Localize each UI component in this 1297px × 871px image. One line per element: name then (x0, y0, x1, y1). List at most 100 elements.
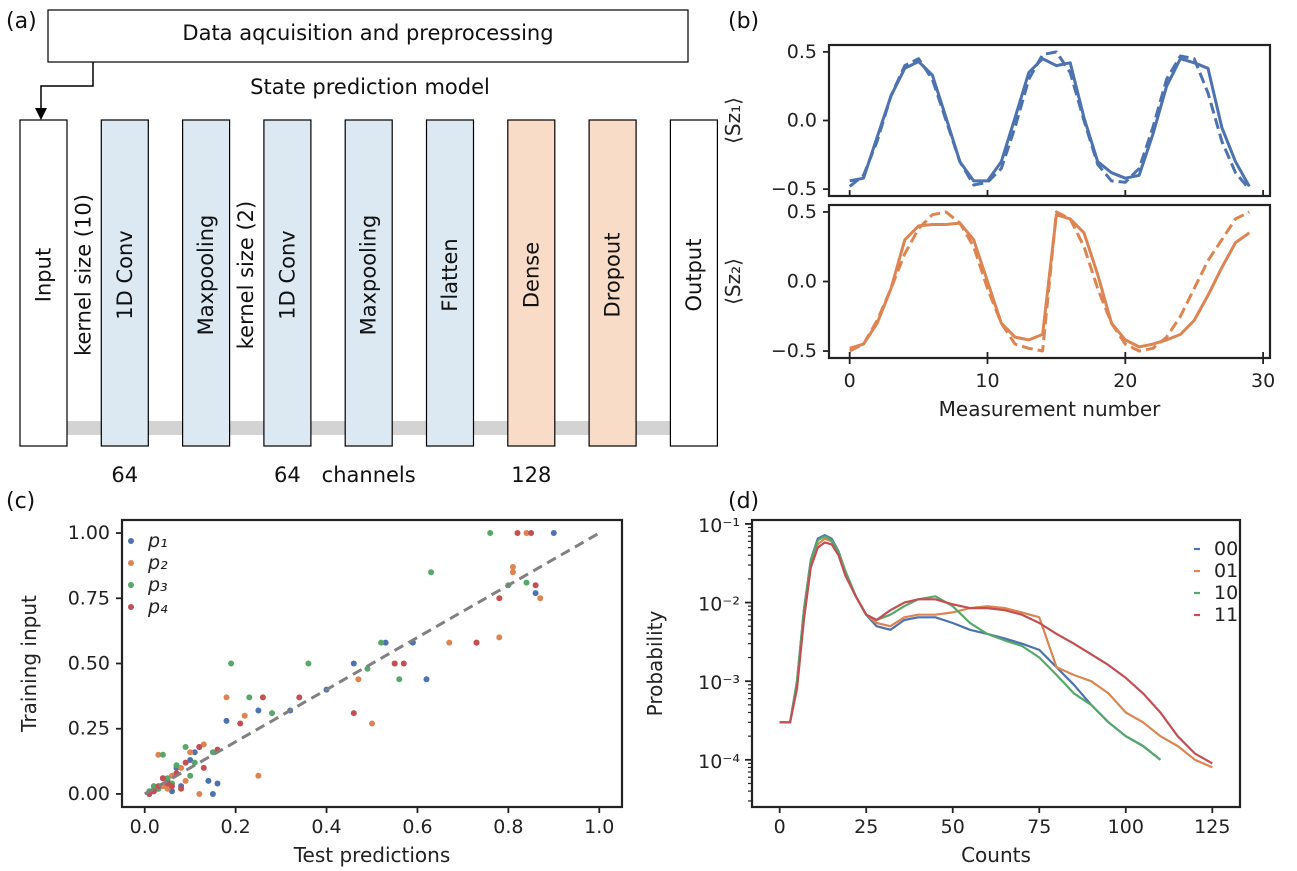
d-legend-label-2: 10 (1214, 582, 1238, 604)
d-series-00 (779, 534, 1162, 761)
c-point-1 (523, 530, 530, 536)
layer-label-7: Dropout (601, 233, 625, 318)
b2-ytick-label: 0.5 (787, 201, 817, 223)
c-ytick-label: 0.75 (68, 587, 110, 609)
c-point-0 (255, 707, 262, 714)
c-point-3 (532, 582, 539, 589)
layer-size-label-6: 128 (511, 463, 551, 487)
c-point-0 (532, 590, 539, 597)
c-point-3 (400, 660, 407, 667)
data-acquisition-label: Data aqcuisition and preprocessing (182, 21, 553, 45)
c-point-3 (178, 785, 185, 792)
c-point-2 (378, 639, 385, 646)
c-point-2 (228, 660, 235, 667)
d-frame (750, 518, 1242, 809)
panel-label-a: (a) (6, 9, 37, 34)
input-arrow-head (35, 108, 47, 120)
c-point-1 (496, 634, 503, 641)
d-series-10 (779, 535, 1162, 761)
c-point-3 (237, 720, 244, 727)
c-legend-label-3: p₄ (147, 596, 168, 618)
layer-kernel-label-1: kernel size (10) (71, 194, 95, 356)
panel-label-b: (b) (728, 9, 759, 34)
d-ytick-label: 10⁻² (698, 594, 740, 616)
b1-series-solid (849, 57, 1251, 188)
c-legend-label-2: p₃ (147, 574, 168, 596)
panel-d-chart: 0 25 50 75 100 125 10⁻¹ 10⁻² 10⁻³ 10⁻⁴ Counts Proba… (643, 515, 1242, 867)
b-xlabel: Measurement number (939, 397, 1161, 421)
c-point-0 (169, 788, 175, 795)
layer-size-label-4: channels (322, 463, 416, 487)
c-legend-marker-3 (128, 604, 134, 610)
c-point-3 (473, 639, 480, 646)
c-point-3 (350, 710, 357, 717)
b2-ylabel: ⟨Sz₂⟩ (721, 258, 745, 305)
c-point-2 (150, 783, 157, 790)
b-xtick-label: 30 (1251, 370, 1275, 392)
c-point-1 (241, 712, 248, 719)
panel-c-chart: 0.0 0.2 0.4 0.6 0.8 1.0 0.00 0.25 0.50 0.75 1.00 Te… (17, 518, 624, 867)
c-point-1 (537, 595, 544, 602)
layer-label-8: Output (682, 239, 706, 312)
c-point-0 (550, 530, 557, 536)
c-ytick-label: 0.50 (68, 653, 110, 675)
c-point-1 (509, 564, 516, 570)
c-point-2 (187, 772, 194, 779)
b1-ytick-label: 0.0 (787, 110, 817, 132)
d-xtick-label: 125 (1194, 816, 1230, 838)
c-point-1 (255, 772, 262, 779)
c-xtick-label: 1.0 (584, 816, 614, 838)
layer-box-5 (425, 119, 475, 447)
c-point-1 (164, 785, 171, 792)
layer-box-6 (507, 119, 556, 447)
d-series-01 (779, 537, 1213, 769)
layer-box-7 (588, 119, 637, 447)
layer-label-2: Maxpooling (194, 215, 218, 336)
c-point-2 (364, 665, 371, 672)
c-point-2 (164, 775, 171, 782)
c-legend-label-0: p₁ (147, 530, 168, 552)
c-point-2 (182, 744, 189, 750)
d-ytick-label: 10⁻³ (698, 672, 740, 694)
c-xlabel: Test predictions (293, 843, 451, 867)
c-point-1 (182, 777, 189, 784)
b2-ytick-label: 0.0 (787, 271, 817, 293)
c-ytick-label: 0.25 (68, 718, 110, 740)
c-point-1 (446, 639, 453, 646)
c-point-2 (428, 569, 435, 576)
layer-box-1 (100, 119, 149, 447)
c-point-1 (155, 751, 162, 758)
c-point-0 (209, 791, 216, 797)
layer-label-5: Flatten (438, 238, 462, 311)
c-point-1 (223, 694, 230, 701)
layer-box-3 (263, 119, 312, 447)
c-legend-marker-0 (128, 538, 134, 544)
layer-label-1: 1D Conv (113, 230, 137, 319)
c-diagonal-line (143, 531, 601, 796)
b-xtick-label: 10 (975, 370, 999, 392)
layer-size-label-1: 64 (111, 463, 138, 487)
layer-label-4: Maxpooling (357, 215, 381, 336)
b1-ytick-label: −0.5 (771, 178, 817, 200)
d-series-11 (779, 541, 1213, 765)
c-xtick-label: 0.2 (221, 816, 251, 838)
c-xtick-label: 0.6 (402, 816, 432, 838)
c-point-1 (178, 764, 185, 771)
c-legend-label-1: p₂ (147, 552, 168, 574)
c-point-0 (214, 780, 221, 787)
b2-ytick-label: −0.5 (771, 340, 817, 362)
c-point-2 (159, 751, 166, 758)
c-point-2 (173, 762, 180, 769)
d-xtick-label: 75 (1027, 816, 1051, 838)
c-point-2 (396, 676, 403, 683)
c-point-1 (355, 676, 362, 683)
c-point-3 (514, 530, 521, 536)
d-xtick-label: 100 (1108, 816, 1144, 838)
layer-label-6: Dense (519, 242, 543, 308)
layer-box-2 (182, 119, 231, 447)
c-xtick-label: 0.4 (311, 816, 341, 838)
d-legend-label-0: 00 (1214, 538, 1238, 560)
c-point-1 (369, 720, 375, 727)
layer-size-label-3: 64 (274, 463, 301, 487)
d-xlabel: Counts (961, 843, 1031, 867)
